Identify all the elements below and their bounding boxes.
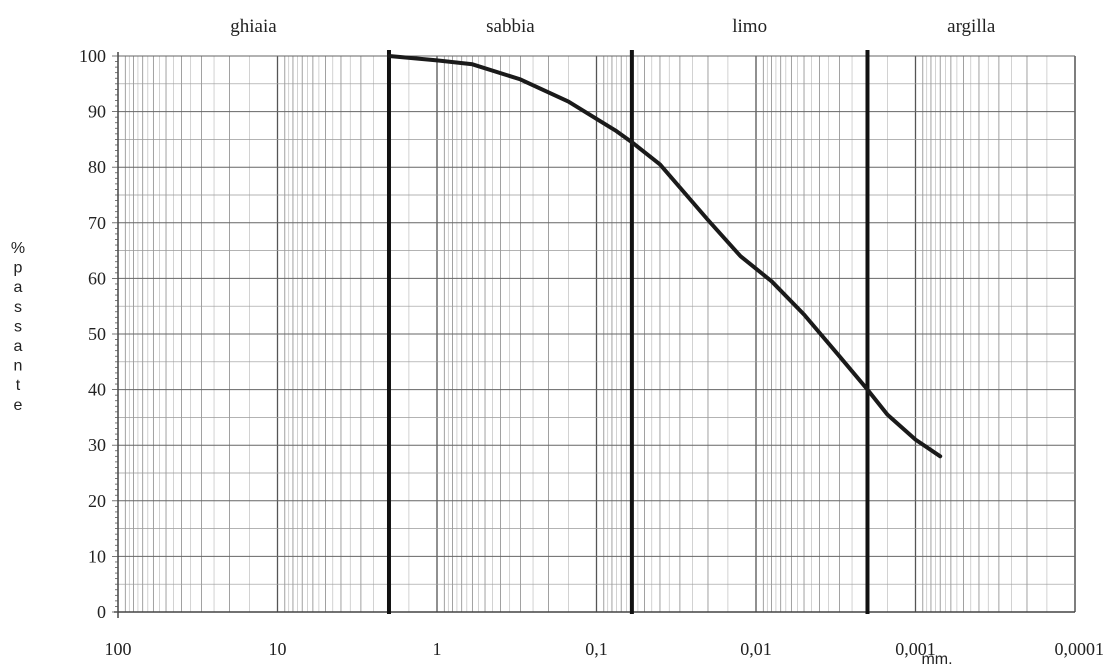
grain-size-curve — [387, 54, 943, 459]
y-axis-title-letter: t — [16, 377, 21, 394]
y-tick-label: 30 — [88, 435, 106, 455]
zone-label: sabbia — [486, 16, 535, 37]
y-tick-label: 20 — [88, 491, 106, 511]
y-axis-title-letter: s — [14, 318, 22, 335]
y-tick-label: 0 — [97, 602, 106, 622]
y-tick-label: 100 — [79, 46, 106, 66]
y-axis-title-letter: e — [14, 397, 23, 414]
y-tick-label: 90 — [88, 102, 106, 122]
x-tick-label: 0,01 — [740, 639, 772, 659]
x-axis-title: mm. — [921, 651, 952, 668]
y-axis-title-letter: a — [14, 279, 23, 296]
y-tick-label: 60 — [88, 268, 106, 288]
y-tick-label: 40 — [88, 380, 106, 400]
zone-label: limo — [732, 16, 767, 37]
series — [387, 54, 943, 459]
y-tick-label: 70 — [88, 213, 106, 233]
x-tick-label: 0,0001 — [1055, 639, 1105, 659]
x-tick-label: 1 — [433, 639, 442, 659]
y-tick-label: 50 — [88, 324, 106, 344]
x-tick-label: 0,001 — [895, 639, 936, 659]
zone-labels: ghiaia sabbia limo argilla — [230, 16, 996, 37]
zone-label: argilla — [947, 16, 996, 37]
x-tick-label: 0,1 — [585, 639, 608, 659]
y-axis-title-letter: n — [14, 358, 23, 375]
y-axis-title-letter: p — [14, 260, 23, 277]
zone-boundaries — [386, 50, 870, 614]
y-axis-title-letter: % — [11, 240, 25, 257]
y-axis-title-letter: a — [14, 338, 23, 355]
x-tick-label: 100 — [105, 639, 132, 659]
y-tick-label: 10 — [88, 546, 106, 566]
y-tick-labels: 0 10 20 30 40 50 60 70 80 90 100 — [79, 46, 106, 622]
y-axis-title-letter: s — [14, 299, 22, 316]
grid — [112, 52, 1076, 618]
y-tick-label: 80 — [88, 157, 106, 177]
zone-label: ghiaia — [230, 16, 277, 37]
x-tick-labels: 100 10 1 0,1 0,01 0,001 0,0001 — [105, 639, 1105, 659]
x-tick-label: 10 — [269, 639, 287, 659]
